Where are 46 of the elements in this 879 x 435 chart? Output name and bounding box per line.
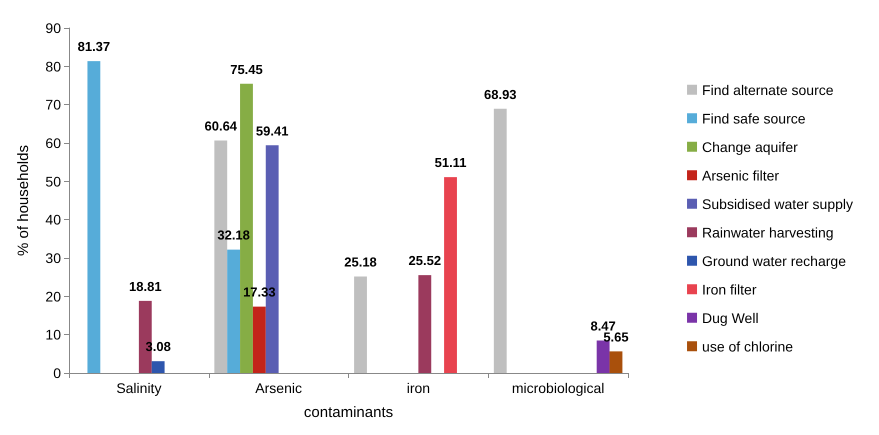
y-tick-label: 50 [45, 173, 62, 190]
x-tick-label: Salinity [116, 380, 162, 396]
bar [596, 340, 610, 373]
data-label: 25.18 [344, 254, 377, 270]
bar [252, 306, 266, 373]
bar [152, 361, 165, 373]
data-label: 17.33 [243, 284, 276, 300]
data-label: 59.41 [256, 123, 288, 138]
legend-label: Dug Well [702, 310, 759, 326]
data-label: 68.93 [484, 86, 517, 102]
bar [227, 250, 240, 373]
y-tick-label: 60 [45, 135, 62, 151]
y-tick-label: 20 [45, 288, 62, 304]
y-tick-label: 40 [45, 212, 62, 228]
x-axis-title: contaminants [304, 404, 394, 421]
legend-label: Find alternate source [702, 82, 834, 98]
y-axis-title: % of households [15, 145, 32, 256]
legend-label: Ground water recharge [702, 252, 846, 269]
y-tick-label: 30 [45, 250, 62, 266]
y-tick-label: 90 [45, 20, 62, 36]
legend-label: Arsenic filter [702, 167, 780, 184]
bar [494, 108, 507, 373]
data-label: 60.64 [204, 118, 238, 134]
legend-label: Iron filter [702, 281, 757, 298]
bar [418, 275, 432, 373]
bar [87, 61, 100, 373]
y-tick-label: 10 [45, 326, 62, 343]
legend-label: Change aquifer [702, 138, 798, 155]
x-tick-label: Arsenic [255, 380, 302, 396]
legend-label: Subsidised water supply [702, 196, 854, 212]
legend-label: Find safe source [702, 110, 806, 126]
bar [354, 276, 367, 373]
data-label: 25.52 [408, 253, 442, 268]
y-tick-label: 70 [45, 96, 62, 113]
bar [444, 177, 457, 373]
y-tick-label: 0 [53, 365, 62, 381]
data-label: 18.81 [129, 278, 162, 294]
bar [610, 351, 622, 373]
legend-label: Rainwater harvesting [702, 224, 834, 240]
data-label: 51.11 [434, 155, 466, 170]
legend-label: use of chlorine [702, 338, 794, 354]
x-tick-label: microbiological [512, 380, 604, 396]
y-tick-label: 80 [45, 58, 62, 74]
data-label: 75.45 [230, 62, 263, 77]
data-label: 81.37 [78, 39, 110, 54]
x-tick-label: iron [406, 380, 430, 396]
